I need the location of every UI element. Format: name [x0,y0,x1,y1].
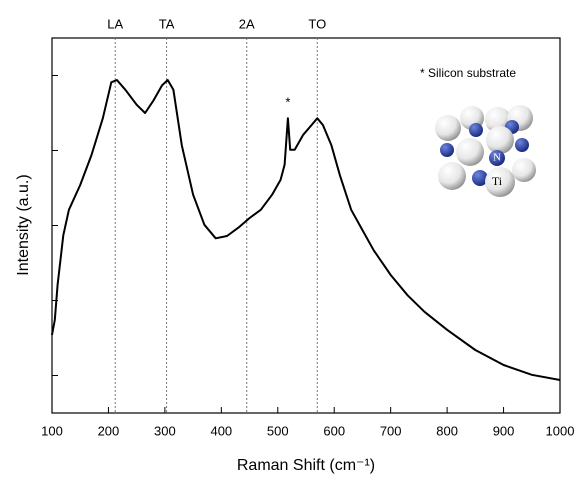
inset-label: Ti [492,174,503,188]
reference-label: 2A [239,16,255,31]
x-tick-label: 700 [380,423,402,438]
reference-label: LA [107,16,123,31]
inset-label: N [493,152,501,164]
reference-label: TO [308,16,326,31]
annotation: * Silicon substrate [420,66,516,80]
x-tick-label: 500 [267,423,289,438]
x-tick-label: 100 [41,423,63,438]
x-tick-label: 800 [436,423,458,438]
spectrum-line [51,79,561,381]
x-tick-label: 400 [210,423,232,438]
inset-structure [435,105,536,197]
x-tick-label: 200 [98,423,120,438]
annotation: * [285,95,290,110]
x-tick-label: 1000 [546,423,575,438]
x-tick-label: 900 [493,423,515,438]
x-axis-title: Raman Shift (cm⁻¹) [237,457,375,474]
x-tick-label: 600 [323,423,345,438]
x-tick-label: 300 [154,423,176,438]
y-axis-title: Intensity (a.u.) [15,174,32,275]
reference-label: TA [159,16,175,31]
